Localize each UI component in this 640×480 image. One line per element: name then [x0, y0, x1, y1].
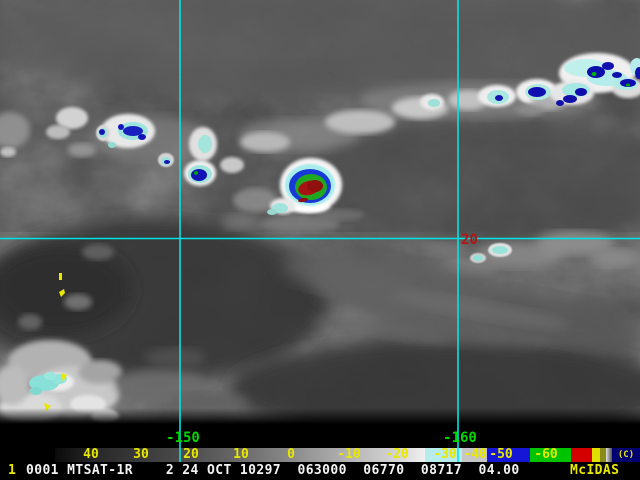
unit-badge: (C)	[612, 448, 640, 462]
cloud-layer	[0, 0, 640, 440]
colorbar-tick-m50: -50	[489, 447, 513, 462]
colorbar-tick-m40: -40	[463, 447, 487, 462]
enhancement-cells	[29, 58, 640, 395]
colorbar-segment-minus50	[487, 448, 530, 462]
colorbar-tick-40: 40	[83, 447, 99, 462]
colorbar-segment-minus60	[530, 448, 571, 462]
storm-cell	[267, 158, 342, 215]
colorbar-segment-olive	[600, 448, 606, 462]
colorbar-tick-m60: -60	[534, 447, 558, 462]
colorbar-segment-minus30	[425, 448, 462, 462]
colorbar	[55, 448, 612, 462]
colorbar-tick-0: 0	[287, 447, 295, 462]
colorbar-segment-minus40	[462, 448, 487, 462]
satellite-image[interactable]	[0, 0, 640, 448]
colorbar-tick-m20: -20	[385, 447, 409, 462]
mcidas-brand: McIDAS	[570, 463, 620, 478]
colorbar-tick-m30: -30	[433, 447, 457, 462]
unit-label: (C)	[617, 450, 635, 460]
colorbar-segment-yellow	[592, 448, 600, 462]
colorbar-tick-30: 30	[133, 447, 149, 462]
colorbar-tick-20: 20	[183, 447, 199, 462]
colorbar-segment-red	[571, 448, 592, 462]
colorbar-segment-grays	[606, 448, 612, 462]
colorbar-tick-10: 10	[233, 447, 249, 462]
colorbar-tick-m10: -10	[337, 447, 361, 462]
status-bar: 1 0001 MTSAT-1R 2 24 OCT 10297 063000 06…	[0, 462, 640, 480]
frame-number: 1	[8, 463, 17, 478]
status-text: 0001 MTSAT-1R 2 24 OCT 10297 063000 0677…	[26, 463, 520, 478]
